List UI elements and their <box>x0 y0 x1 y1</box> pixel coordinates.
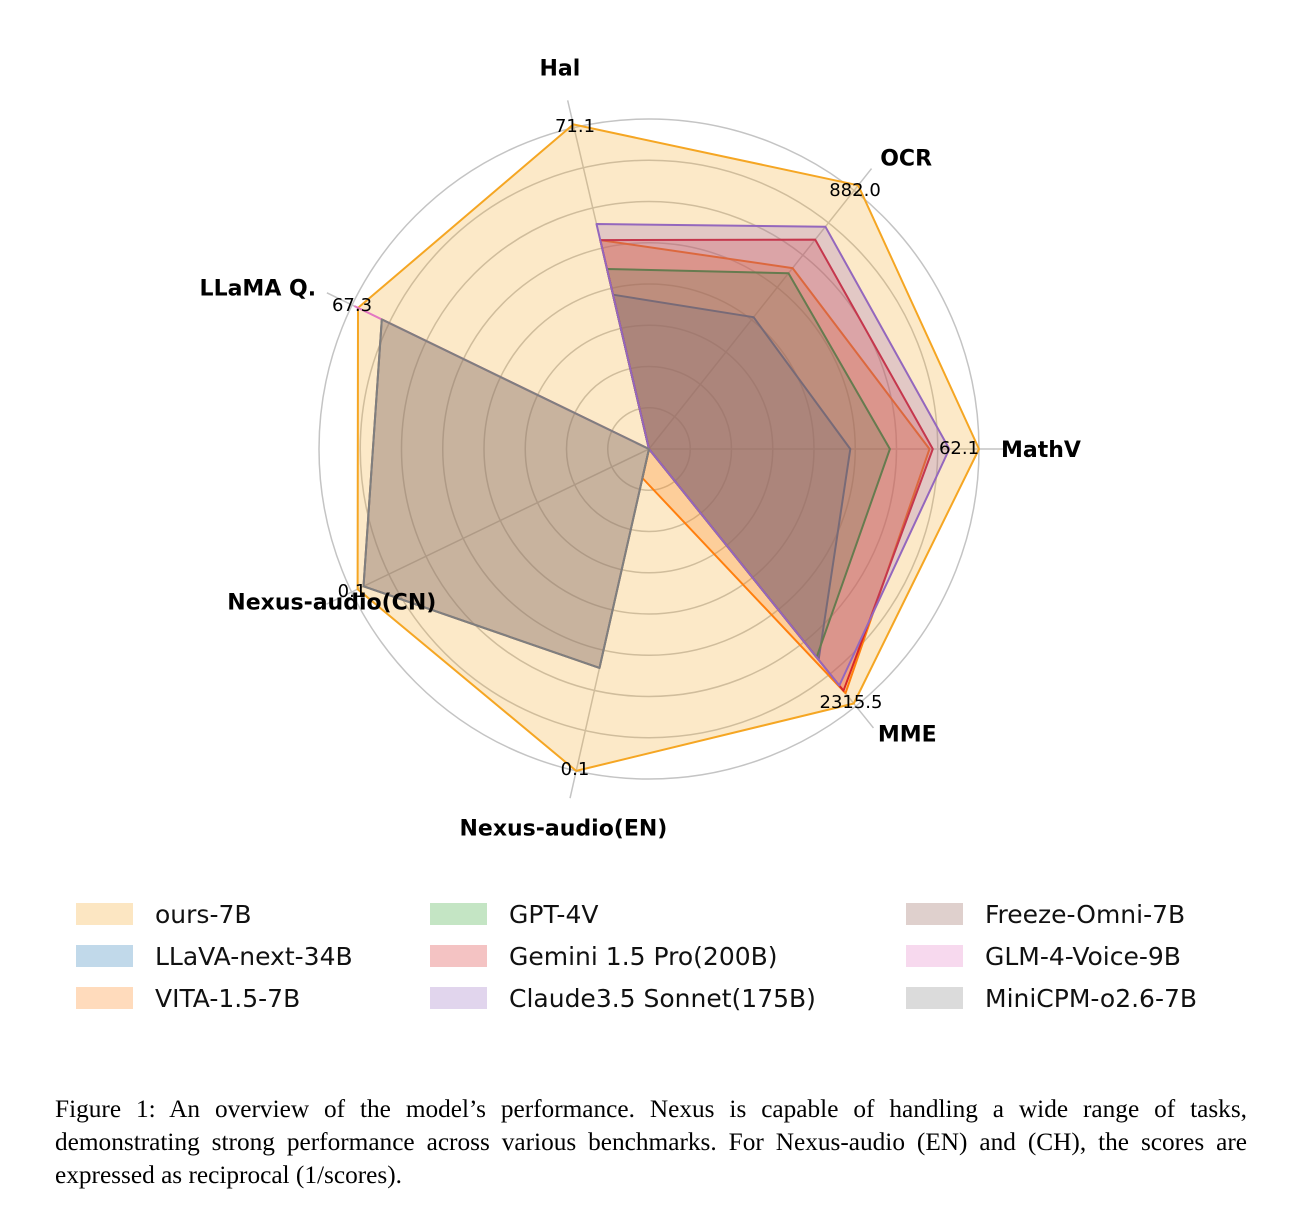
axis-label: Hal <box>540 56 581 81</box>
axis-max-label: 67.3 <box>332 295 372 316</box>
series-ours-7b <box>356 123 980 772</box>
legend-label: Freeze-Omni-7B <box>985 899 1186 929</box>
legend-item: Claude3.5 Sonnet(175B) <box>430 978 816 1018</box>
legend-item: MiniCPM-o2.6-7B <box>906 978 1197 1018</box>
axis-label: MME <box>878 722 937 747</box>
legend-swatch <box>430 903 487 925</box>
legend-item: Freeze-Omni-7B <box>906 894 1185 934</box>
legend-swatch <box>906 987 963 1009</box>
legend-swatch <box>430 945 487 967</box>
axis-max-label: 2315.5 <box>820 692 883 713</box>
legend-label: MiniCPM-o2.6-7B <box>985 983 1198 1013</box>
axis-label: MathV <box>1001 438 1081 463</box>
legend-swatch <box>76 987 133 1009</box>
legend-label: ours-7B <box>155 899 252 929</box>
legend-label: GPT-4V <box>509 899 599 929</box>
axis-max-label: 882.0 <box>829 180 881 201</box>
series-claude3-5-sonnet-175b <box>595 223 951 687</box>
legend-swatch <box>430 987 487 1009</box>
axis-max-label: 62.1 <box>939 438 979 459</box>
axis-label: LLaMA Q. <box>200 277 317 302</box>
legend: ours-7B LLaVA-next-34B VITA-1.5-7B GPT-4V Ge… <box>0 890 1301 1030</box>
series-minicpm-o2-6-7b <box>362 318 650 669</box>
legend-label: Gemini 1.5 Pro(200B) <box>509 941 778 971</box>
axis-label: Nexus-audio(EN) <box>459 816 667 841</box>
axis-spoke <box>326 448 650 605</box>
legend-item: GPT-4V <box>430 894 598 934</box>
legend-item: Gemini 1.5 Pro(200B) <box>430 936 778 976</box>
axis-max-label: 0.1 <box>561 759 590 780</box>
legend-label: VITA-1.5-7B <box>155 983 301 1013</box>
axis-label: Nexus-audio(CN) <box>227 591 436 616</box>
axis-label: OCR <box>880 147 932 172</box>
legend-swatch <box>906 945 963 967</box>
axis-spoke <box>648 168 873 450</box>
legend-label: GLM-4-Voice-9B <box>985 941 1181 971</box>
legend-item: GLM-4-Voice-9B <box>906 936 1181 976</box>
radar-labels: MathV OCR Hal LLaMA Q. Nexus-audio(CN) Nexus-… <box>200 56 1081 841</box>
legend-swatch <box>906 903 963 925</box>
radar-series <box>354 123 980 772</box>
axis-max-label: 0.1 <box>338 581 367 602</box>
legend-label: Claude3.5 Sonnet(175B) <box>509 983 816 1013</box>
radar-chart: MathV OCR Hal LLaMA Q. Nexus-audio(CN) Nexus-… <box>200 56 1081 841</box>
legend-swatch <box>76 945 133 967</box>
axis-max-label: 71.1 <box>555 116 595 137</box>
legend-item: ours-7B <box>76 894 252 934</box>
figure-caption: Figure 1: An overview of the model’s per… <box>55 1095 1247 1189</box>
legend-swatch <box>76 903 133 925</box>
legend-label: LLaVA-next-34B <box>155 941 353 971</box>
legend-item: VITA-1.5-7B <box>76 978 300 1018</box>
legend-item: LLaVA-next-34B <box>76 936 353 976</box>
